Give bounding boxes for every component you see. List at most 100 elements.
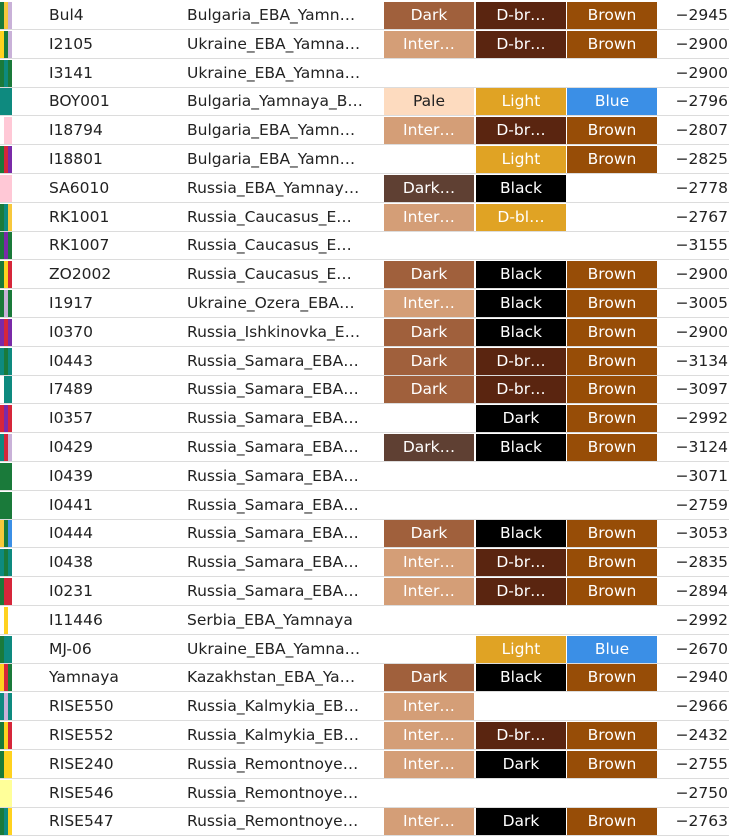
hair-color-cell: Black xyxy=(476,174,566,202)
eye-color-cell xyxy=(567,175,657,202)
eye-color-cell: Blue xyxy=(567,635,657,663)
ancestry-strip xyxy=(0,491,12,519)
table-row[interactable]: I2105 Ukraine_EBA_Yamna… Inter… D-br… Brown −… xyxy=(0,30,729,59)
population-name: Russia_Samara_EBA… xyxy=(187,582,359,600)
population-name: Ukraine_EBA_Yamna… xyxy=(187,639,361,658)
population-name: Russia_Kalmykia_EB… xyxy=(187,726,360,744)
hair-color-cell: Dark xyxy=(476,808,566,836)
date-value: −2900 xyxy=(675,265,728,284)
table-row[interactable]: I18794 Bulgaria_EBA_Yamn… Inter… D-br… Brown… xyxy=(0,117,729,146)
table-row[interactable]: BOY001 Bulgaria_Yamnaya_B… Pale Light Blue −2… xyxy=(0,88,729,117)
sample-id: I0443 xyxy=(49,351,94,370)
date-value: −2767 xyxy=(675,207,728,226)
table-row[interactable]: RISE552 Russia_Kalmykia_EB… Inter… D-br… Bro… xyxy=(0,722,729,750)
sample-id: RK1001 xyxy=(49,207,110,226)
population-name: Russia_Caucasus_E… xyxy=(187,265,352,284)
skin-color-cell: Dark xyxy=(384,318,474,346)
ancestry-segment xyxy=(8,347,12,375)
eye-color-cell xyxy=(567,780,657,807)
ancestry-segment xyxy=(8,376,12,404)
ancestry-strip xyxy=(0,376,12,404)
table-row[interactable]: I1917 Ukraine_Ozera_EBA… Inter… Black Brown −… xyxy=(0,290,729,318)
table-row[interactable]: I0443 Russia_Samara_EBA… Dark D-br… Brown −31… xyxy=(0,347,729,376)
hair-color-cell: Dark xyxy=(476,750,566,778)
table-row[interactable]: I0438 Russia_Samara_EBA… Inter… D-br… Brown −… xyxy=(0,549,729,578)
ancestry-segment xyxy=(8,290,12,317)
table-row[interactable]: MJ-06 Ukraine_EBA_Yamna… Light Blue −2670 xyxy=(0,635,729,664)
skin-color-cell xyxy=(384,636,474,663)
table-row[interactable]: I18801 Bulgaria_EBA_Yamn… Light Brown −2825 xyxy=(0,146,729,174)
skin-color-cell xyxy=(384,60,474,87)
ancestry-segment xyxy=(4,491,8,519)
table-row[interactable]: RK1001 Russia_Caucasus_E… Inter… D-bl… −2767 xyxy=(0,203,729,232)
eye-color-cell: Brown xyxy=(567,290,657,317)
table-row[interactable]: I3141 Ukraine_EBA_Yamna… −2900 xyxy=(0,59,729,88)
sample-id: I7489 xyxy=(49,380,94,399)
ancestry-segment xyxy=(4,290,8,317)
sample-id: MJ-06 xyxy=(49,639,92,658)
eye-color-cell: Brown xyxy=(567,549,657,577)
ancestry-segment xyxy=(4,578,8,605)
date-value: −2432 xyxy=(675,726,728,744)
table-row[interactable]: I0357 Russia_Samara_EBA… Dark Brown −2992 xyxy=(0,405,729,434)
date-value: −2750 xyxy=(675,783,728,802)
sample-id: RISE546 xyxy=(49,783,114,802)
ancestry-segment xyxy=(8,318,12,346)
population-name: Ukraine_EBA_Yamna… xyxy=(187,63,361,82)
date-value: −3124 xyxy=(675,438,728,456)
table-row[interactable]: I0441 Russia_Samara_EBA… −2759 xyxy=(0,491,729,520)
ancestry-segment xyxy=(4,59,8,87)
table-row[interactable]: I0429 Russia_Samara_EBA… Dark… Black Brown −3… xyxy=(0,434,729,462)
ancestry-strip xyxy=(0,722,12,749)
eye-color-cell: Brown xyxy=(567,578,657,605)
ancestry-segment xyxy=(8,232,12,260)
ancestry-segment xyxy=(8,722,12,749)
table-row[interactable]: ZO2002 Russia_Caucasus_E… Dark Black Brown −2… xyxy=(0,261,729,290)
table-row[interactable]: SA6010 Russia_EBA_Yamnay… Dark… Black −2778 xyxy=(0,174,729,203)
population-name: Russia_Samara_EBA… xyxy=(187,438,359,456)
ancestry-segment xyxy=(8,664,12,692)
table-row[interactable]: I11446 Serbia_EBA_Yamnaya −2992 xyxy=(0,606,729,635)
population-name: Bulgaria_Yamnaya_B… xyxy=(187,92,363,111)
table-row[interactable]: RISE547 Russia_Remontnoye… Inter… Dark Brown… xyxy=(0,808,729,837)
population-name: Bulgaria_EBA_Yamn… xyxy=(187,121,356,140)
ancestry-strip xyxy=(0,750,12,778)
table-row[interactable]: RISE550 Russia_Kalmykia_EB… Inter… −2966 xyxy=(0,693,729,722)
date-value: −2900 xyxy=(675,63,728,82)
ancestry-strip xyxy=(0,549,12,577)
ancestry-segment xyxy=(0,693,4,721)
ancestry-segment xyxy=(0,174,4,202)
ancestry-strip xyxy=(0,203,12,231)
table-row[interactable]: RISE240 Russia_Remontnoye… Inter… Dark Brown… xyxy=(0,750,729,779)
hair-color-cell: D-br… xyxy=(476,347,566,375)
ancestry-segment xyxy=(4,722,8,749)
population-name: Russia_Samara_EBA… xyxy=(187,380,359,399)
sample-id: I0439 xyxy=(49,466,94,485)
population-name: Ukraine_Ozera_EBA… xyxy=(187,294,355,312)
table-row[interactable]: I0439 Russia_Samara_EBA… −3071 xyxy=(0,462,729,491)
table-row[interactable]: I0370 Russia_Ishkinovka_E… Dark Black Brown −… xyxy=(0,318,729,347)
ancestry-strip xyxy=(0,261,12,289)
population-name: Bulgaria_EBA_Yamn… xyxy=(187,6,356,24)
eye-color-cell: Blue xyxy=(567,88,657,116)
ancestry-segment xyxy=(8,606,12,634)
date-value: −2900 xyxy=(675,322,728,341)
population-name: Russia_Samara_EBA… xyxy=(187,351,359,370)
table-row[interactable]: Bul4 Bulgaria_EBA_Yamn… Dark D-br… Brown −294… xyxy=(0,2,729,30)
table-row[interactable]: RISE546 Russia_Remontnoye… −2750 xyxy=(0,779,729,808)
ancestry-segment xyxy=(8,693,12,721)
eye-color-cell: Brown xyxy=(567,520,657,548)
ancestry-segment xyxy=(0,117,4,145)
date-value: −2835 xyxy=(675,553,728,572)
sample-id: I0444 xyxy=(49,524,94,543)
ancestry-segment xyxy=(8,117,12,145)
table-row[interactable]: I7489 Russia_Samara_EBA… Dark D-br… Brown −30… xyxy=(0,376,729,405)
population-name: Bulgaria_EBA_Yamn… xyxy=(187,150,356,168)
table-row[interactable]: Yamnaya Kazakhstan_EBA_Ya… Dark Black Brown −… xyxy=(0,664,729,693)
table-row[interactable]: I0444 Russia_Samara_EBA… Dark Black Brown −30… xyxy=(0,520,729,549)
table-row[interactable]: RK1007 Russia_Caucasus_E… −3155 xyxy=(0,232,729,261)
date-value: −2796 xyxy=(675,92,728,111)
ancestry-segment xyxy=(4,549,8,577)
population-name: Russia_Samara_EBA… xyxy=(187,495,359,514)
table-row[interactable]: I0231 Russia_Samara_EBA… Inter… D-br… Brown −… xyxy=(0,578,729,606)
